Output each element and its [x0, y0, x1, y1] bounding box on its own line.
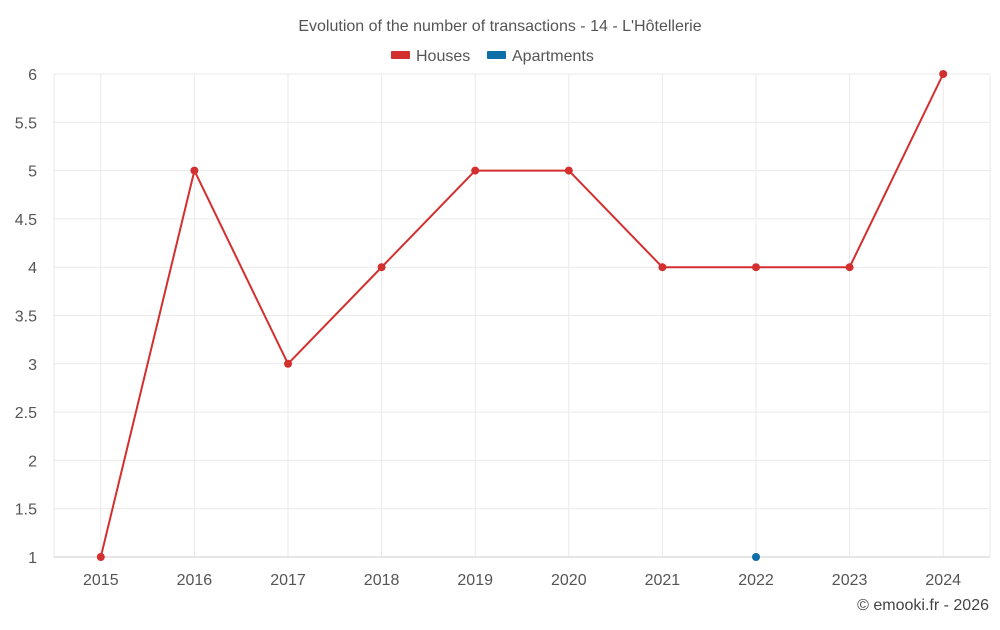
data-point-apartments[interactable]	[752, 553, 760, 561]
x-tick-label: 2020	[551, 572, 587, 589]
x-tick-label: 2023	[832, 572, 868, 589]
x-tick-label: 2016	[177, 572, 213, 589]
series-line-houses	[99, 73, 945, 558]
data-point-houses[interactable]	[658, 263, 667, 272]
legend-item-apartments[interactable]: Apartments	[487, 48, 594, 65]
data-point-houses[interactable]	[752, 263, 760, 272]
x-tick-label: 2022	[738, 572, 774, 589]
series-layer	[96, 70, 948, 561]
data-point-houses[interactable]	[284, 359, 292, 368]
data-point-houses[interactable]	[190, 166, 199, 175]
data-point-houses[interactable]	[471, 166, 480, 175]
y-tick-label: 2	[28, 453, 37, 470]
legend-item-houses[interactable]: Houses	[391, 48, 470, 65]
data-point-houses[interactable]	[96, 553, 105, 561]
data-point-houses[interactable]	[377, 263, 386, 272]
legend: Houses Apartments	[391, 48, 594, 65]
x-tick-label: 2015	[83, 572, 119, 589]
y-tick-label: 1.5	[15, 502, 37, 519]
data-point-houses[interactable]	[845, 263, 854, 272]
y-tick-label: 3.5	[15, 309, 37, 326]
y-tick-label: 2.5	[15, 405, 37, 422]
y-axis-labels: 1 1.5 2 2.5 3 3.5 4 4.5 5 5.5 6	[15, 67, 37, 567]
credit-text: © emooki.fr - 2026	[857, 597, 989, 614]
legend-label-houses: Houses	[416, 48, 470, 65]
legend-swatch-apartments	[487, 51, 506, 59]
data-point-houses[interactable]	[939, 70, 948, 78]
y-tick-label: 1	[28, 550, 37, 567]
x-tick-label: 2021	[645, 572, 681, 589]
y-tick-label: 5.5	[15, 115, 37, 132]
y-tick-label: 4.5	[15, 212, 37, 229]
x-tick-label: 2024	[925, 572, 961, 589]
legend-swatch-houses	[391, 51, 410, 59]
grid	[54, 73, 990, 558]
x-tick-label: 2018	[364, 572, 400, 589]
y-tick-label: 4	[28, 260, 37, 277]
y-tick-label: 3	[28, 357, 37, 374]
chart-title: Evolution of the number of transactions …	[298, 18, 701, 35]
x-axis-labels: 2015 2016 2017 2018 2019 2020 2021 2022 2023 2024	[83, 572, 961, 589]
legend-label-apartments: Apartments	[512, 48, 594, 65]
x-tick-label: 2017	[270, 572, 306, 589]
x-tick-label: 2019	[457, 572, 493, 589]
axes	[53, 74, 991, 558]
y-tick-label: 5	[28, 164, 37, 181]
y-tick-label: 6	[28, 67, 37, 84]
data-point-houses[interactable]	[564, 166, 573, 175]
